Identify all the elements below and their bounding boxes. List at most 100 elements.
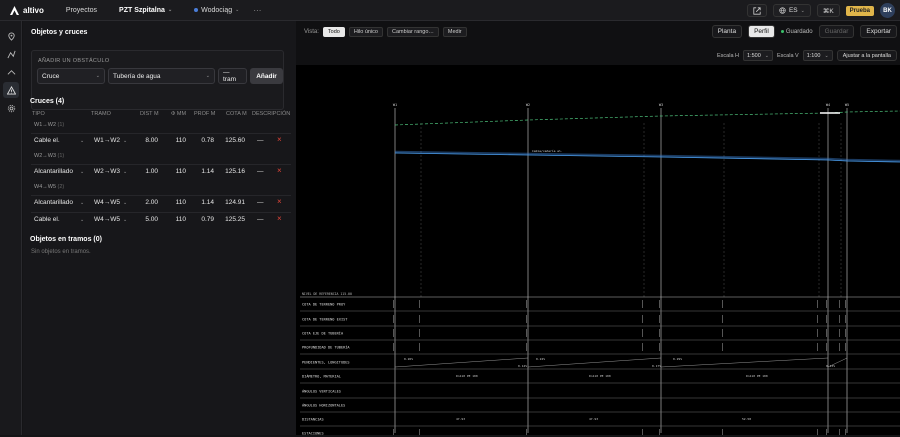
row-type-select[interactable]: Cable el. xyxy=(34,137,60,144)
brand-name: altivo xyxy=(23,5,44,15)
distance-label: 52.58 xyxy=(742,417,751,421)
row-desc[interactable]: — xyxy=(257,216,264,223)
row-segment-select[interactable]: W2→W3 xyxy=(94,168,120,175)
row-cota[interactable]: 124.91 xyxy=(225,199,245,206)
rail-map-pin[interactable] xyxy=(3,28,19,44)
row-desc[interactable]: — xyxy=(257,199,264,206)
project-name: PZT Szpitalna xyxy=(119,6,165,14)
obstacle-type-select[interactable]: Cruce ⌄ xyxy=(37,68,105,84)
profile-view-button[interactable]: Perfil xyxy=(748,25,775,38)
language-selector[interactable]: ES ⌄ xyxy=(772,4,811,17)
distance-label: 47.93 xyxy=(589,417,598,421)
row-cota[interactable]: 125.60 xyxy=(225,137,245,144)
rail-settings[interactable] xyxy=(3,100,19,116)
top-bar: altivo Proyectos PZT Szpitalna ⌄ Wodocią… xyxy=(0,0,900,21)
scale-h-label: Escala H xyxy=(717,52,740,59)
delete-row-icon[interactable]: × xyxy=(277,135,282,144)
row-dist[interactable]: 1.00 xyxy=(145,168,158,175)
command-palette-button[interactable]: ⌘K xyxy=(816,4,840,17)
pipe-band xyxy=(394,150,900,163)
row-dist[interactable]: 5.00 xyxy=(145,216,158,223)
row-prof[interactable]: 1.14 xyxy=(201,199,214,206)
brand-logo[interactable]: altivo xyxy=(10,5,44,15)
table-row: Alcantarillado ⌄ W2→W3 ⌄ 1.00 110 1.14 1… xyxy=(31,164,291,179)
nav-projects[interactable]: Proyectos xyxy=(65,6,98,14)
slope-value: 0.13% xyxy=(826,364,835,368)
delete-row-icon[interactable]: × xyxy=(277,197,282,206)
fit-screen-button[interactable]: Ajustar a la pantalla xyxy=(836,50,897,61)
save-button[interactable]: Guardar xyxy=(818,25,855,38)
group-label: W2→W3 (1) xyxy=(34,153,64,159)
scale-v-select[interactable]: 1:100 ⌄ xyxy=(802,50,833,61)
row-segment-select[interactable]: W1→W2 xyxy=(94,137,120,144)
add-button[interactable]: Añadir xyxy=(250,68,283,84)
obstacle-type-value: Cruce xyxy=(42,72,60,80)
obstacle-subtype-select[interactable]: Tubería de agua ⌄ xyxy=(108,68,215,84)
row-dist[interactable]: 8.00 xyxy=(145,137,158,144)
rail-obstacles[interactable] xyxy=(3,82,19,98)
row-segment-select[interactable]: W4→W5 xyxy=(94,199,120,206)
row-phi[interactable]: 110 xyxy=(175,216,186,223)
row-dist[interactable]: 2.00 xyxy=(145,199,158,206)
delete-row-icon[interactable]: × xyxy=(277,166,282,175)
band-label: COTA EJE DE TUBERÍA xyxy=(302,331,344,336)
scale-h-select[interactable]: 1:500 ⌄ xyxy=(743,50,773,61)
chevron-down-icon: ⌄ xyxy=(80,217,85,223)
view-toolbar: Vista: Todo Hilo único Cambiar rango… Me… xyxy=(296,21,900,43)
row-desc[interactable]: — xyxy=(257,168,264,175)
row-phi[interactable]: 110 xyxy=(175,168,186,175)
view-single-line-button[interactable]: Hilo único xyxy=(348,27,383,37)
row-type-select[interactable]: Alcantarillado xyxy=(34,168,74,175)
external-link-button[interactable] xyxy=(746,4,767,17)
profile-drawing[interactable]: W1 W2 W3 W4 W5 Cable/cañería el. NIVEL DE REFE… xyxy=(296,65,900,437)
saved-label: Guardado xyxy=(785,28,813,35)
export-button[interactable]: Exportar xyxy=(860,25,897,38)
change-range-button[interactable]: Cambiar rango… xyxy=(387,27,439,37)
row-cota[interactable]: 125.25 xyxy=(225,216,245,223)
row-desc[interactable]: — xyxy=(257,137,264,144)
scale-v-label: Escala V xyxy=(777,52,799,59)
add-obstacle-box: AÑADIR UN OBSTÁCULO Cruce ⌄ Tubería de a… xyxy=(31,50,284,110)
row-type-select[interactable]: Cable el. xyxy=(34,216,60,223)
plan-view-button[interactable]: Planta xyxy=(711,25,743,38)
row-prof[interactable]: 0.79 xyxy=(201,216,214,223)
project-selector[interactable]: PZT Szpitalna ⌄ xyxy=(119,7,172,14)
segment-select[interactable]: — tram xyxy=(218,68,247,84)
column-header-phi: Φ MM xyxy=(171,111,187,117)
row-cota[interactable]: 125.16 xyxy=(225,168,245,175)
measure-button[interactable]: Medir xyxy=(442,27,467,37)
view-all-button[interactable]: Todo xyxy=(322,27,345,37)
rail-profile[interactable] xyxy=(3,64,19,80)
add-obstacle-title: AÑADIR UN OBSTÁCULO xyxy=(38,58,110,64)
more-menu-button[interactable]: ··· xyxy=(253,5,262,15)
row-phi[interactable]: 110 xyxy=(175,199,186,206)
scale-toolbar: Escala H 1:500 ⌄ Escala V 1:100 ⌄ Ajustar … xyxy=(717,50,897,61)
route-icon xyxy=(6,50,16,58)
band-label: PROFUNDIDAD DE TUBERÍA xyxy=(302,345,350,350)
map-pin-icon xyxy=(7,32,15,41)
row-type-select[interactable]: Alcantarillado xyxy=(34,199,74,206)
row-prof[interactable]: 0.78 xyxy=(201,137,214,144)
slope-line xyxy=(394,357,529,368)
section-name: Wodociąg xyxy=(201,6,233,14)
group-label: W1→W2 (1) xyxy=(34,122,64,128)
section-selector[interactable]: Wodociąg ⌄ xyxy=(194,7,239,14)
chevron-down-icon: ⌄ xyxy=(235,7,240,13)
delete-row-icon[interactable]: × xyxy=(277,214,282,223)
chevron-down-icon: ⌄ xyxy=(95,73,100,79)
row-prof[interactable]: 1.14 xyxy=(201,168,214,175)
saved-dot-icon xyxy=(780,30,784,33)
material-label: Dn110 PE 100 xyxy=(589,374,611,378)
band-label: DIÁMETRO, MATERIAL xyxy=(302,374,341,379)
group-name: W1→W2 xyxy=(34,122,56,128)
node-label: W5 xyxy=(845,103,849,107)
row-segment-select[interactable]: W4→W5 xyxy=(94,216,120,223)
node-label: W3 xyxy=(659,103,663,107)
chevron-down-icon: ⌄ xyxy=(205,73,210,79)
avatar[interactable]: BK xyxy=(880,3,895,18)
rail-route[interactable] xyxy=(3,46,19,62)
row-phi[interactable]: 110 xyxy=(175,137,186,144)
objects-panel: Objetos y cruces AÑADIR UN OBSTÁCULO Cru… xyxy=(23,21,296,435)
scale-h-value: 1:500 xyxy=(747,52,761,59)
terrain-line xyxy=(394,110,900,126)
